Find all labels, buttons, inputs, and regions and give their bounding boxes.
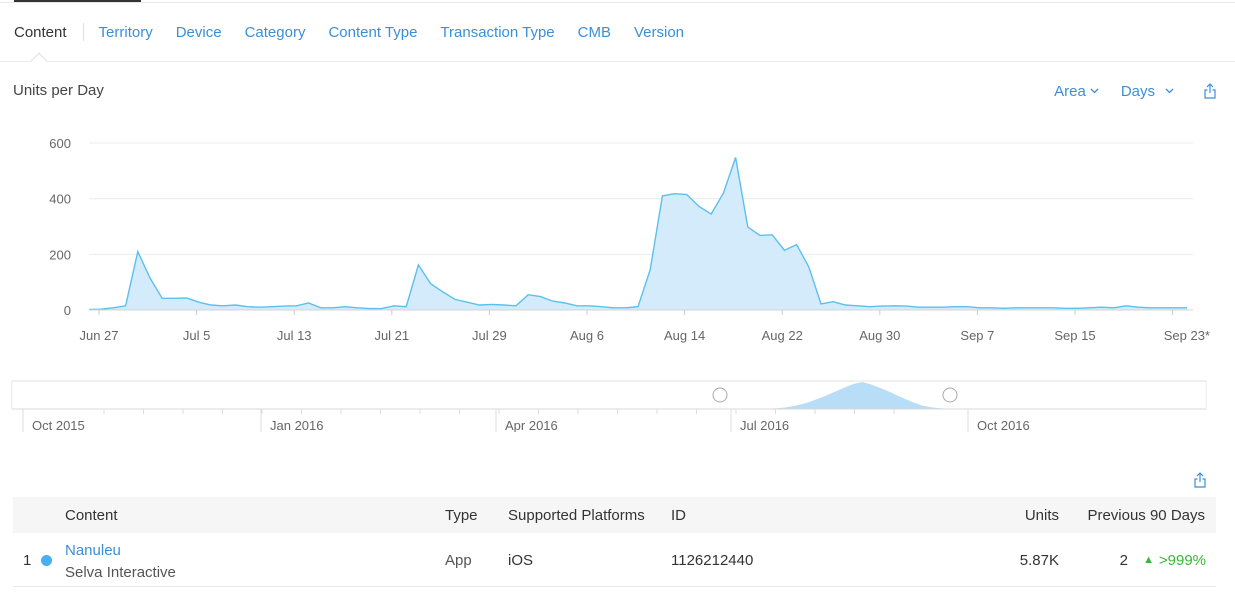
x-tick-label: Sep 23* bbox=[1164, 328, 1210, 343]
x-tick-label: Jun 27 bbox=[79, 328, 118, 343]
active-tab-pointer bbox=[30, 52, 48, 70]
chart-type-dropdown[interactable]: Area bbox=[1054, 83, 1099, 100]
top-border bbox=[0, 2, 1235, 3]
range-handle-right[interactable] bbox=[942, 387, 958, 403]
navigator-mask-right bbox=[950, 382, 1206, 409]
table-header: Content Type Supported Platforms ID Unit… bbox=[13, 497, 1216, 533]
interval-label: Days bbox=[1120, 82, 1155, 100]
chevron-down-icon bbox=[1090, 88, 1099, 94]
x-tick-label: Sep 15 bbox=[1054, 328, 1095, 343]
content-type: App bbox=[445, 552, 472, 569]
navigator-area bbox=[12, 382, 1206, 409]
series-color-dot bbox=[41, 555, 52, 566]
range-navigator[interactable]: Oct 2015 Jan 2016 Apr 2016 Jul 2016 Oct 2016 bbox=[0, 372, 1235, 432]
top-selected-indicator bbox=[14, 0, 141, 2]
x-tick-label: Jul 13 bbox=[277, 328, 312, 343]
navigator-tick-label: Jan 2016 bbox=[270, 418, 324, 432]
tab-content-type[interactable]: Content Type bbox=[328, 23, 418, 41]
navigator-tick-label: Apr 2016 bbox=[505, 418, 558, 432]
trend-up-icon: ▲ bbox=[1143, 554, 1154, 566]
tab-transaction-type[interactable]: Transaction Type bbox=[440, 23, 555, 41]
column-header-units[interactable]: Units bbox=[1024, 507, 1059, 524]
change-percent: >999% bbox=[1158, 552, 1206, 569]
developer-name: Selva Interactive bbox=[65, 564, 176, 581]
series-area bbox=[89, 157, 1187, 310]
x-tick-label: Jul 21 bbox=[374, 328, 409, 343]
previous-value: 2 bbox=[1119, 552, 1128, 569]
column-header-id[interactable]: ID bbox=[671, 507, 686, 524]
y-tick-label: 600 bbox=[49, 136, 71, 151]
tab-separator bbox=[82, 23, 84, 41]
content-name-link[interactable]: Nanuleu bbox=[65, 542, 121, 559]
x-tick-label: Aug 6 bbox=[570, 328, 604, 343]
column-header-platforms[interactable]: Supported Platforms bbox=[508, 507, 645, 524]
chart-type-label: Area bbox=[1054, 82, 1086, 100]
x-tick-label: Jul 5 bbox=[183, 328, 210, 343]
tab-content[interactable]: Content bbox=[14, 23, 67, 41]
interval-dropdown[interactable]: Days bbox=[1121, 83, 1175, 100]
dimension-tabs: Content Territory Device Category Conten… bbox=[14, 20, 707, 44]
navigator-mask-left bbox=[12, 382, 720, 409]
navigator-tick-label: Jul 2016 bbox=[740, 418, 789, 432]
x-tick-label: Sep 7 bbox=[960, 328, 994, 343]
share-icon[interactable] bbox=[1187, 470, 1213, 490]
units-area-chart: 0 200 400 600 Jun 27 Jul 5 Jul 13 Jul 21 Jul 29 A… bbox=[49, 136, 1210, 343]
column-header-previous[interactable]: Previous 90 Days bbox=[1087, 507, 1205, 524]
x-tick-label: Aug 30 bbox=[859, 328, 900, 343]
tabs-divider bbox=[0, 61, 1235, 62]
chart-title: Units per Day bbox=[13, 82, 104, 99]
column-header-content[interactable]: Content bbox=[65, 507, 118, 524]
tab-category[interactable]: Category bbox=[244, 23, 306, 41]
chevron-down-icon bbox=[1165, 88, 1174, 94]
navigator-tick-label: Oct 2016 bbox=[977, 418, 1030, 432]
y-tick-label: 400 bbox=[49, 192, 71, 207]
y-tick-label: 0 bbox=[64, 303, 71, 318]
column-header-type[interactable]: Type bbox=[445, 507, 478, 524]
x-tick-label: Aug 22 bbox=[762, 328, 803, 343]
supported-platforms: iOS bbox=[508, 552, 534, 569]
row-rank: 1 bbox=[23, 552, 32, 569]
chart-controls: Area Days bbox=[1054, 82, 1235, 100]
tab-cmb[interactable]: CMB bbox=[577, 23, 611, 41]
tab-version[interactable]: Version bbox=[633, 23, 685, 41]
table-row: 1 Nanuleu Selva Interactive App iOS 1126… bbox=[13, 533, 1216, 587]
tab-device[interactable]: Device bbox=[175, 23, 222, 41]
navigator-tick-label: Oct 2015 bbox=[32, 418, 85, 432]
y-tick-label: 200 bbox=[49, 247, 71, 262]
x-tick-label: Aug 14 bbox=[664, 328, 705, 343]
range-handle-left[interactable] bbox=[712, 387, 728, 403]
units-value: 5.87K bbox=[1019, 552, 1059, 569]
x-tick-label: Jul 29 bbox=[472, 328, 507, 343]
series-line bbox=[88, 157, 1187, 311]
tab-territory[interactable]: Territory bbox=[98, 23, 153, 41]
share-icon[interactable] bbox=[1197, 82, 1223, 100]
content-id: 1126212440 bbox=[671, 552, 754, 569]
